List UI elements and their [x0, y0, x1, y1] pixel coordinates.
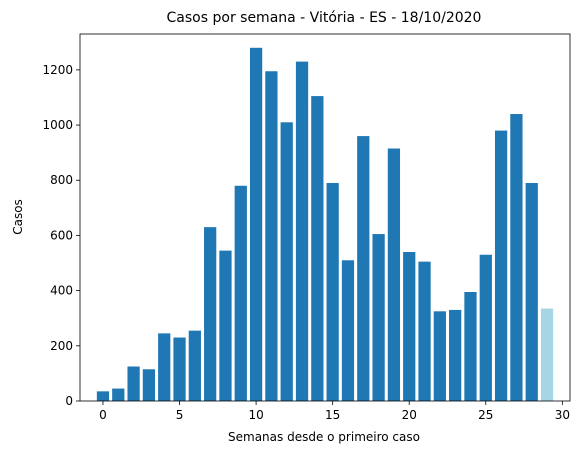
bar-week-20 — [403, 251, 416, 401]
bar-week-21 — [418, 261, 431, 401]
bar-week-1 — [112, 388, 125, 401]
bar-week-5 — [173, 337, 186, 401]
bar-week-26 — [494, 130, 508, 401]
x-tick-label: 0 — [99, 408, 107, 422]
bar-week-11 — [265, 71, 278, 401]
bar-week-25 — [479, 254, 492, 401]
x-tick-label: 5 — [176, 408, 184, 422]
bar-week-19 — [387, 148, 401, 401]
y-tick-label: 0 — [65, 394, 73, 408]
bar-week-4 — [158, 333, 171, 401]
x-tick-label: 10 — [248, 408, 263, 422]
bar-week-15 — [326, 183, 339, 401]
bar-week-6 — [188, 330, 201, 401]
bar-week-28 — [525, 183, 538, 401]
bar-week-0 — [96, 391, 110, 401]
x-axis-ticks: 0 5 10 15 20 25 30 — [99, 401, 570, 422]
y-axis-ticks: 0 200 400 600 800 1000 1200 — [42, 63, 80, 408]
bar-week-14 — [311, 96, 324, 402]
x-tick-label: 15 — [325, 408, 340, 422]
x-tick-label: 25 — [478, 408, 493, 422]
y-tick-label: 200 — [50, 339, 73, 353]
x-tick-label: 20 — [402, 408, 417, 422]
bar-week-29 — [540, 308, 554, 401]
x-axis-label: Semanas desde o primeiro caso — [228, 430, 420, 444]
bar-week-12 — [280, 122, 293, 401]
plot-frame — [79, 33, 571, 402]
bar-week-7 — [204, 227, 217, 401]
y-tick-label: 400 — [50, 284, 73, 298]
bar-week-17 — [357, 136, 370, 401]
bar-week-10 — [249, 47, 263, 401]
bar-week-16 — [341, 260, 355, 401]
bars-group — [96, 47, 554, 402]
bar-week-22 — [433, 311, 446, 401]
bar-week-23 — [449, 309, 462, 401]
chart-title: Casos por semana - Vitória - ES - 18/10/… — [167, 10, 482, 26]
y-tick-label: 1000 — [42, 118, 73, 132]
bar-week-9 — [234, 185, 247, 401]
bar-week-8 — [219, 250, 232, 401]
bar-week-13 — [295, 61, 309, 401]
x-tick-label: 30 — [555, 408, 570, 422]
bar-week-18 — [372, 234, 385, 401]
bar-week-3 — [142, 369, 156, 401]
bar-week-2 — [127, 366, 140, 401]
y-tick-label: 600 — [50, 228, 73, 242]
y-tick-label: 1200 — [42, 63, 73, 77]
y-tick-label: 800 — [50, 173, 73, 187]
bar-week-27 — [510, 114, 523, 401]
bar-week-24 — [464, 292, 477, 401]
y-axis-label: Casos — [11, 199, 25, 235]
